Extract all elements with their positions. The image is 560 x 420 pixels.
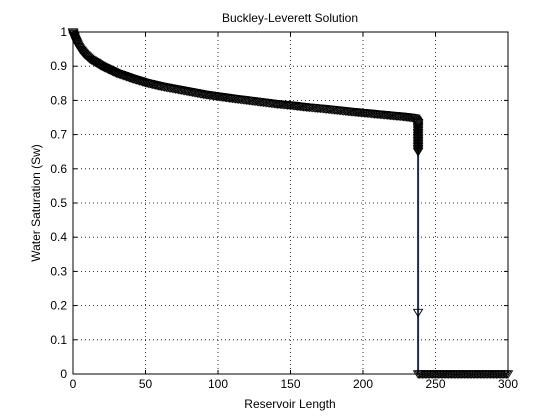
y-tick-label: 0.3 xyxy=(50,264,67,278)
x-tick-label: 300 xyxy=(498,377,518,391)
x-tick-label: 200 xyxy=(353,377,373,391)
y-tick-label: 0.6 xyxy=(50,162,67,176)
data-point xyxy=(412,146,424,156)
y-tick-label: 0.8 xyxy=(50,93,67,107)
data-point xyxy=(412,122,424,132)
y-tick-labels: 0 0.1 0.2 0.3 0.4 0.5 0.6 0.7 0.8 0.9 1 xyxy=(50,25,67,381)
x-axis-label: Reservoir Length xyxy=(244,397,335,411)
x-tick-label: 250 xyxy=(425,377,445,391)
x-tick-label: 50 xyxy=(139,377,153,391)
y-tick-label: 0.5 xyxy=(50,196,67,210)
x-tick-labels: 0 50 100 150 200 250 300 xyxy=(70,377,519,391)
grid-lines xyxy=(73,32,508,374)
y-tick-label: 0.7 xyxy=(50,128,67,142)
data-point xyxy=(412,148,424,157)
x-tick-label: 100 xyxy=(208,377,228,391)
x-tick-label: 0 xyxy=(70,377,77,391)
data-point xyxy=(412,308,424,318)
y-tick-label: 0.9 xyxy=(50,59,67,73)
y-tick-label: 0 xyxy=(60,367,67,381)
y-axis-label: Water Saturation (Sw) xyxy=(29,144,43,262)
y-tick-label: 0.1 xyxy=(50,333,67,347)
y-tick-label: 1 xyxy=(60,25,67,39)
data-point xyxy=(412,121,424,131)
axis-ticks xyxy=(72,31,509,375)
y-tick-label: 0.4 xyxy=(50,230,67,244)
y-tick-label: 0.2 xyxy=(50,299,67,313)
x-tick-label: 150 xyxy=(280,377,300,391)
data-point xyxy=(107,67,118,77)
chart-title: Buckley-Leverett Solution xyxy=(222,11,358,25)
series-markers xyxy=(67,28,514,379)
